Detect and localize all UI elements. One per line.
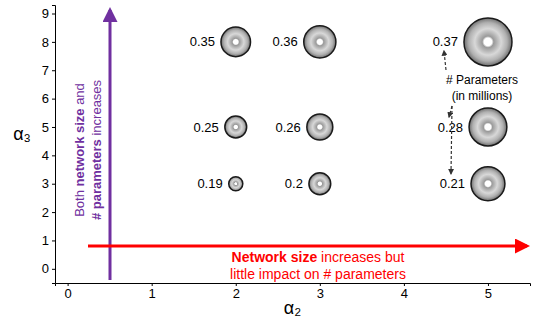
- bubble: [471, 167, 505, 201]
- y-tick-mark: [52, 14, 55, 15]
- annotation-text: little impact on # parameters: [230, 266, 406, 282]
- y-tick-label: 8: [42, 35, 49, 50]
- x-tick: 3: [317, 283, 324, 301]
- parameter-label: 0.21: [440, 176, 465, 191]
- y-tick-mark: [52, 70, 55, 71]
- y-tick-label: 0: [42, 261, 49, 276]
- annotation-text: # Parameters: [446, 73, 518, 87]
- annotation-text: and: [72, 83, 87, 108]
- parameter-label: 0.28: [438, 120, 463, 135]
- y-tick: 3: [42, 176, 55, 191]
- bubble: [307, 114, 333, 140]
- x-tick: 1: [149, 283, 156, 301]
- bubble: [229, 177, 243, 191]
- x-tick-label: 4: [401, 286, 408, 301]
- horizontal-arrow: [88, 245, 527, 248]
- annotation: Network size increases but: [232, 249, 405, 265]
- annotation: (in millions): [452, 89, 513, 103]
- x-tick-label: 0: [64, 286, 71, 301]
- x-tick: 4: [401, 283, 408, 301]
- parameter-label: 0.2: [285, 176, 303, 191]
- y-tick: 2: [42, 205, 55, 220]
- annotation-text: (in millions): [452, 89, 513, 103]
- annotation: # parameters increases: [89, 79, 104, 220]
- x-axis-line: [56, 284, 531, 287]
- annotation: Both network size and: [72, 83, 87, 217]
- x-tick: 2: [233, 283, 240, 301]
- parameter-label: 0.25: [194, 120, 219, 135]
- y-tick-label: 1: [42, 233, 49, 248]
- annotation-text: Both: [72, 186, 87, 216]
- annotation-text: Network size: [232, 249, 318, 265]
- parameter-label: 0.35: [190, 34, 215, 49]
- y-axis: 0 1 2 3 4 5 6 7 8 9: [42, 6, 56, 284]
- annotation-text: increases: [89, 79, 104, 139]
- bubble: [469, 108, 507, 146]
- y-tick: 1: [42, 233, 55, 248]
- x-axis-title: α₂: [284, 298, 301, 318]
- y-tick: 4: [42, 148, 55, 163]
- annotation: # Parameters: [446, 73, 518, 87]
- bubble: [221, 27, 251, 57]
- y-tick-label: 6: [42, 91, 49, 106]
- annotation: little impact on # parameters: [230, 266, 406, 282]
- y-tick: 0: [42, 261, 55, 276]
- vertical-arrow: [109, 10, 112, 280]
- bubble: [225, 116, 247, 138]
- y-tick: 6: [42, 91, 55, 106]
- plot-area: [221, 18, 512, 201]
- x-tick-label: 2: [233, 286, 240, 301]
- y-tick-mark: [52, 184, 55, 185]
- parameter-label: 0.19: [197, 176, 222, 191]
- y-tick: 8: [42, 35, 55, 50]
- x-tick-label: 5: [485, 286, 492, 301]
- y-tick-label: 2: [42, 205, 49, 220]
- chart: 0 1 2 3 4 5 0 1 2 3 4 5 6 7 8 9 α₂ α₃ 0.35 0.36 0.37 0.25 0.26…: [0, 0, 556, 319]
- bubble: [464, 18, 512, 66]
- annotation-text: network size: [72, 108, 87, 186]
- y-tick-mark: [52, 127, 55, 128]
- y-tick-mark: [52, 99, 55, 100]
- y-axis-title: α₃: [13, 124, 31, 144]
- pointer-arrow: [444, 51, 446, 70]
- y-tick-label: 3: [42, 176, 49, 191]
- pointer-arrow: [451, 106, 452, 174]
- y-tick-label: 5: [42, 120, 49, 135]
- bubble: [309, 173, 331, 195]
- y-tick-mark: [52, 269, 55, 270]
- x-tick: 5: [485, 283, 492, 301]
- parameter-label: 0.36: [272, 34, 297, 49]
- y-tick-mark: [52, 42, 55, 43]
- y-tick-label: 4: [42, 148, 49, 163]
- x-tick: 0: [64, 283, 71, 301]
- annotation-text: increases but: [317, 249, 404, 265]
- y-tick-mark: [52, 212, 55, 213]
- parameter-label: 0.26: [276, 120, 301, 135]
- y-tick: 5: [42, 120, 55, 135]
- y-tick-label: 7: [42, 63, 49, 78]
- y-tick-mark: [52, 155, 55, 156]
- bubble: [304, 26, 336, 58]
- y-tick: 7: [42, 63, 55, 78]
- x-tick-label: 3: [317, 286, 324, 301]
- annotation-text: # parameters: [89, 139, 104, 220]
- y-tick-mark: [52, 240, 55, 241]
- y-tick-label: 9: [42, 6, 49, 21]
- y-axis-line: [52, 6, 56, 284]
- x-tick-label: 1: [149, 286, 156, 301]
- y-tick: 9: [42, 6, 55, 21]
- parameter-label: 0.37: [433, 34, 458, 49]
